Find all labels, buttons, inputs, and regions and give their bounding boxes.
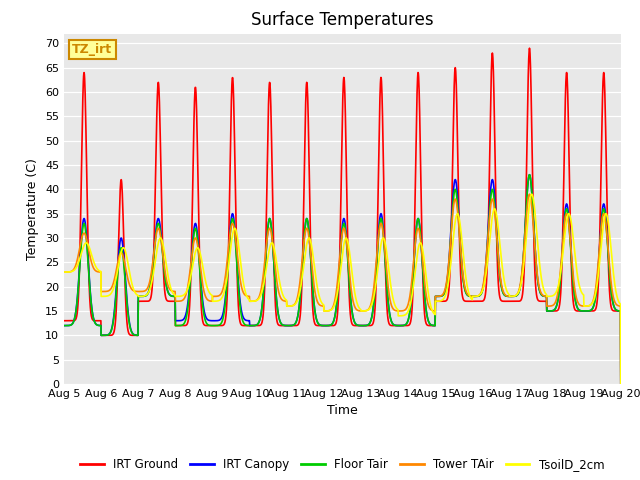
Tower TAir (216, 293, 223, 299)
Tower TAir (371, 278, 378, 284)
Floor Tair (358, 323, 366, 328)
IRT Ground (358, 323, 366, 328)
Tower TAir (568, 256, 575, 262)
Floor Tair (371, 292, 378, 298)
Text: TZ_irt: TZ_irt (72, 43, 113, 56)
TsoilD_2cm (504, 290, 512, 296)
Floor Tair (504, 293, 512, 299)
IRT Canopy (617, 381, 625, 387)
IRT Canopy (60, 323, 68, 328)
IRT Canopy (371, 291, 378, 297)
IRT Canopy (584, 308, 591, 314)
Tower TAir (504, 293, 512, 299)
Legend: IRT Ground, IRT Canopy, Floor Tair, Tower TAir, TsoilD_2cm: IRT Ground, IRT Canopy, Floor Tair, Towe… (76, 454, 609, 476)
Line: IRT Canopy: IRT Canopy (64, 175, 621, 384)
Tower TAir (60, 269, 68, 275)
Tower TAir (584, 303, 591, 309)
IRT Canopy (568, 261, 575, 266)
IRT Canopy (525, 172, 533, 178)
IRT Ground (568, 276, 575, 282)
Line: TsoilD_2cm: TsoilD_2cm (64, 194, 621, 384)
TsoilD_2cm (528, 192, 536, 197)
TsoilD_2cm (568, 223, 575, 229)
IRT Canopy (504, 293, 512, 299)
TsoilD_2cm (358, 308, 366, 314)
IRT Ground (216, 323, 223, 328)
Line: IRT Ground: IRT Ground (64, 48, 621, 384)
IRT Ground (617, 381, 625, 387)
Y-axis label: Temperature (C): Temperature (C) (26, 158, 40, 260)
TsoilD_2cm (584, 303, 591, 309)
Floor Tair (568, 263, 575, 268)
IRT Ground (371, 312, 378, 318)
IRT Ground (525, 45, 533, 51)
Floor Tair (216, 322, 223, 328)
IRT Ground (584, 308, 591, 314)
Title: Surface Temperatures: Surface Temperatures (251, 11, 434, 29)
TsoilD_2cm (371, 290, 378, 296)
IRT Ground (504, 299, 512, 304)
Floor Tair (584, 308, 591, 314)
IRT Ground (60, 318, 68, 324)
Tower TAir (525, 192, 533, 197)
IRT Canopy (358, 323, 366, 328)
X-axis label: Time: Time (327, 405, 358, 418)
Tower TAir (617, 381, 625, 387)
IRT Canopy (216, 317, 223, 323)
Tower TAir (358, 308, 366, 314)
Floor Tair (617, 381, 625, 387)
Floor Tair (60, 323, 68, 328)
TsoilD_2cm (216, 298, 223, 303)
Line: Tower TAir: Tower TAir (64, 194, 621, 384)
TsoilD_2cm (617, 381, 625, 387)
TsoilD_2cm (60, 269, 68, 275)
Floor Tair (525, 172, 533, 178)
Line: Floor Tair: Floor Tair (64, 175, 621, 384)
